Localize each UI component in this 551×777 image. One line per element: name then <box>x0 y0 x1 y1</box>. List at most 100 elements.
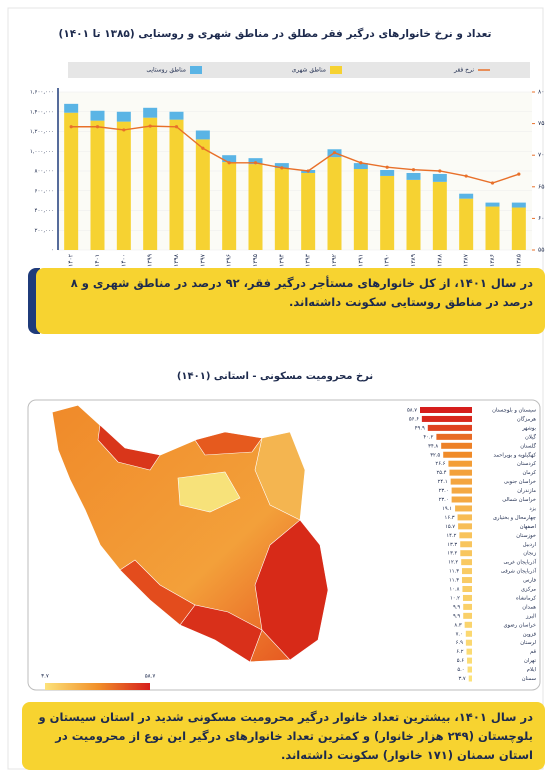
bar <box>459 532 472 539</box>
category-label: گیلان <box>525 433 536 440</box>
bar <box>421 415 472 422</box>
bar <box>450 478 472 485</box>
y-tick-label: ۸۰۰,۰۰۰ <box>35 169 54 175</box>
map-region <box>194 431 263 456</box>
bar <box>468 675 472 682</box>
x-tick-label: ۱۴۰۲ <box>68 254 75 267</box>
bar <box>458 523 472 530</box>
value-label: ۴۹.۹ <box>415 425 425 431</box>
category-label: همدان <box>522 604 536 610</box>
bar <box>461 577 472 584</box>
value-label: ۱۰.۲ <box>450 595 460 601</box>
category-label: سمنان <box>522 676 536 682</box>
x-tick-label: ۱۳۸۸ <box>436 253 443 267</box>
legend-label: مناطق روستایی <box>146 67 186 74</box>
value-label: ۳۲.۵ <box>430 452 440 458</box>
bar <box>64 112 79 250</box>
map <box>51 404 329 663</box>
chart-title: نرخ محرومیت مسکونی - استانی (۱۴۰۱) <box>177 371 373 382</box>
value-label: ۱۱.۳ <box>449 569 459 575</box>
bar <box>222 162 237 250</box>
bar <box>169 111 184 120</box>
category-label: تهران <box>524 658 537 664</box>
rate-marker <box>359 161 363 165</box>
y-tick-label: ۲۰۰,۰۰۰ <box>35 228 54 234</box>
bar <box>406 179 421 250</box>
rate-marker <box>227 161 231 165</box>
bar <box>116 121 131 250</box>
category-label: بوشهر <box>521 425 536 431</box>
x-tick-label: ۱۳۹۳ <box>305 253 312 267</box>
bar <box>432 173 447 182</box>
legend-label: نرخ فقر <box>453 67 474 74</box>
bar <box>64 103 79 113</box>
bar <box>301 172 316 250</box>
category-label: اردبیل <box>523 542 536 548</box>
value-label: ۲۵.۴ <box>436 470 446 476</box>
category-label: فارس <box>523 578 536 584</box>
value-label: ۱۳.۳ <box>447 542 457 548</box>
bar <box>459 193 474 199</box>
category-label: آذربایجان شرقی <box>501 568 537 575</box>
y2-tick-label: ۵۵ <box>538 247 544 254</box>
legend-label: مناطق شهری <box>292 67 326 74</box>
chart-title: تعداد و نرخ خانوارهای درگیر فقر مطلق در … <box>59 27 492 40</box>
value-label: ۴۰.۲ <box>423 434 433 440</box>
category-label: چهارمحال و بختیاری <box>493 515 536 521</box>
bar <box>462 594 472 601</box>
y-tick-label: ۱,۴۰۰,۰۰۰ <box>30 109 54 115</box>
bar <box>463 603 472 610</box>
category-label: اصفهان <box>520 524 536 530</box>
bar <box>353 163 368 170</box>
bar <box>464 621 472 628</box>
x-tick-label: ۱۳۸۵ <box>515 254 522 267</box>
value-label: ۱۳.۲ <box>447 551 457 557</box>
bar <box>462 586 472 592</box>
rate-marker <box>411 168 416 172</box>
bar <box>465 630 472 637</box>
category-label: البرز <box>525 613 536 619</box>
category-label: کهگیلویه و بویراحمد <box>493 451 536 458</box>
rate-marker <box>306 169 310 173</box>
bar <box>222 155 237 163</box>
x-tick-label: ۱۳۸۶ <box>489 254 496 267</box>
y-tick-label: ۶۰۰,۰۰۰ <box>35 188 54 194</box>
y2-tick-label: ۶۵ <box>538 183 544 190</box>
x-tick-label: ۱۴۰۱ <box>94 254 101 267</box>
value-label: ۵.۰ <box>457 667 464 673</box>
x-tick-label: ۱۳۹۰ <box>384 254 391 267</box>
x-tick-label: ۱۳۸۹ <box>410 254 417 267</box>
bar <box>248 164 263 250</box>
rate-marker <box>490 181 495 185</box>
bar <box>274 168 289 250</box>
value-label: ۲۶.۶ <box>435 461 445 467</box>
rate-marker <box>201 146 205 150</box>
rate-marker <box>332 151 337 155</box>
bar <box>441 442 472 449</box>
category-label: مازندران <box>517 488 536 494</box>
category-label: خراسان جنوبی <box>504 479 536 485</box>
bar <box>90 110 105 121</box>
value-label: ۱۴.۲ <box>446 533 456 539</box>
bar <box>116 111 131 122</box>
bar <box>353 169 368 250</box>
caption: در سال ۱۴۰۱، بیشترین تعداد خانوار درگیر … <box>22 702 545 770</box>
bar <box>455 505 472 512</box>
value-label: ۱۱.۳ <box>449 578 459 584</box>
x-tick-label: ۱۳۹۶ <box>226 254 233 267</box>
rate-marker <box>385 165 389 169</box>
value-label: ۱۰.۸ <box>449 587 459 593</box>
rate-marker <box>438 169 442 173</box>
map-region <box>254 519 329 661</box>
y-tick-label: ۰ <box>51 248 54 254</box>
x-tick-label: ۱۳۸۷ <box>463 253 470 267</box>
legend-swatch <box>190 66 202 74</box>
value-label: ۲۴.۱ <box>438 479 448 485</box>
bar <box>90 120 105 250</box>
bar <box>448 460 472 467</box>
x-tick-label: ۱۴۰۰ <box>120 254 127 267</box>
bar <box>465 639 472 646</box>
value-label: ۲۳.۰ <box>439 488 449 494</box>
bar <box>466 648 472 655</box>
